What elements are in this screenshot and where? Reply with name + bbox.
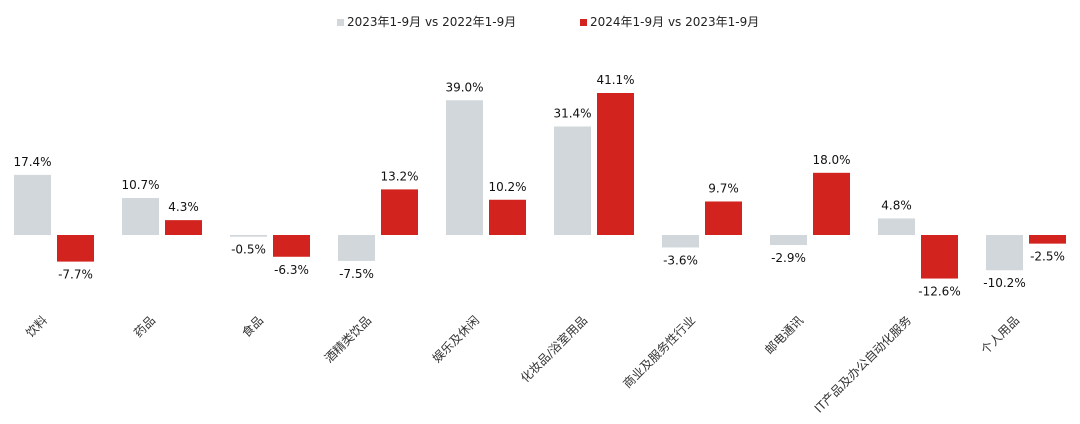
bar-s0-3	[338, 235, 375, 261]
data-label-s1-6: 9.7%	[708, 181, 739, 195]
bar-s0-1	[122, 198, 159, 235]
category-label-8: IT产品及办公自动化服务	[811, 313, 914, 416]
category-label-4: 娱乐及休闲	[430, 313, 482, 365]
bar-s1-3	[381, 189, 418, 235]
category-labels-group: 饮料 药品 食品 酒精类饮品 娱乐及休闲 化妆品/浴室用品 商业及服务性行业 邮电通讯 IT产品…	[23, 313, 1022, 416]
category-label-2: 食品	[239, 313, 267, 341]
bar-s1-9	[1029, 235, 1066, 244]
bar-s1-6	[705, 201, 742, 235]
category-label-6: 商业及服务性行业	[620, 313, 698, 391]
bar-s0-8	[878, 218, 915, 235]
data-label-s0-1: 10.7%	[121, 178, 159, 192]
data-labels-group: 17.4% -7.7% 10.7% 4.3% -0.5% -6.3% -7.5% 13.2% 3…	[13, 73, 1064, 299]
bar-s0-6	[662, 235, 699, 248]
data-label-s1-1: 4.3%	[168, 200, 199, 214]
bar-s0-4	[446, 100, 483, 235]
legend-swatch-1	[580, 19, 587, 26]
category-label-5: 化妆品/浴室用品	[517, 313, 590, 386]
data-label-s0-7: -2.9%	[771, 251, 806, 265]
data-label-s0-9: -10.2%	[983, 276, 1025, 290]
bar-s0-5	[554, 126, 591, 235]
bar-s0-9	[986, 235, 1023, 271]
bar-s1-8	[921, 235, 958, 279]
legend-swatch-0	[337, 19, 344, 26]
bar-s1-0	[57, 235, 94, 262]
bars-group	[14, 92, 1066, 279]
data-label-s0-3: -7.5%	[339, 267, 374, 281]
legend-label-0: 2023年1-9月 vs 2022年1-9月	[347, 15, 516, 29]
data-label-s1-2: -6.3%	[274, 263, 309, 277]
data-label-s1-5: 41.1%	[596, 73, 634, 87]
category-label-7: 邮电通讯	[762, 313, 806, 357]
data-label-s0-8: 4.8%	[881, 198, 912, 212]
data-label-s1-4: 10.2%	[488, 180, 526, 194]
data-label-s0-4: 39.0%	[445, 80, 483, 94]
bar-s0-2	[230, 235, 267, 237]
data-label-s1-8: -12.6%	[918, 285, 960, 299]
category-label-3: 酒精类饮品	[322, 313, 374, 365]
data-label-s1-0: -7.7%	[58, 268, 93, 282]
data-label-s0-5: 31.4%	[553, 107, 591, 121]
category-label-0: 饮料	[23, 313, 50, 340]
data-label-s0-6: -3.6%	[663, 253, 698, 267]
bar-s1-5	[597, 92, 634, 235]
category-label-9: 个人用品	[978, 313, 1022, 357]
bar-s0-7	[770, 235, 807, 246]
data-label-s0-2: -0.5%	[231, 243, 266, 257]
data-label-s1-7: 18.0%	[812, 153, 850, 167]
data-label-s1-9: -2.5%	[1030, 250, 1065, 264]
bar-s1-1	[165, 220, 202, 235]
data-label-s0-0: 17.4%	[13, 155, 51, 169]
bar-s1-4	[489, 199, 526, 235]
legend: 2023年1-9月 vs 2022年1-9月 2024年1-9月 vs 2023年…	[337, 15, 759, 29]
legend-label-1: 2024年1-9月 vs 2023年1-9月	[590, 15, 759, 29]
bar-s1-7	[813, 172, 850, 235]
category-label-1: 药品	[131, 313, 158, 340]
data-label-s1-3: 13.2%	[380, 169, 418, 183]
bar-s0-0	[14, 174, 51, 235]
bar-s1-2	[273, 235, 310, 257]
